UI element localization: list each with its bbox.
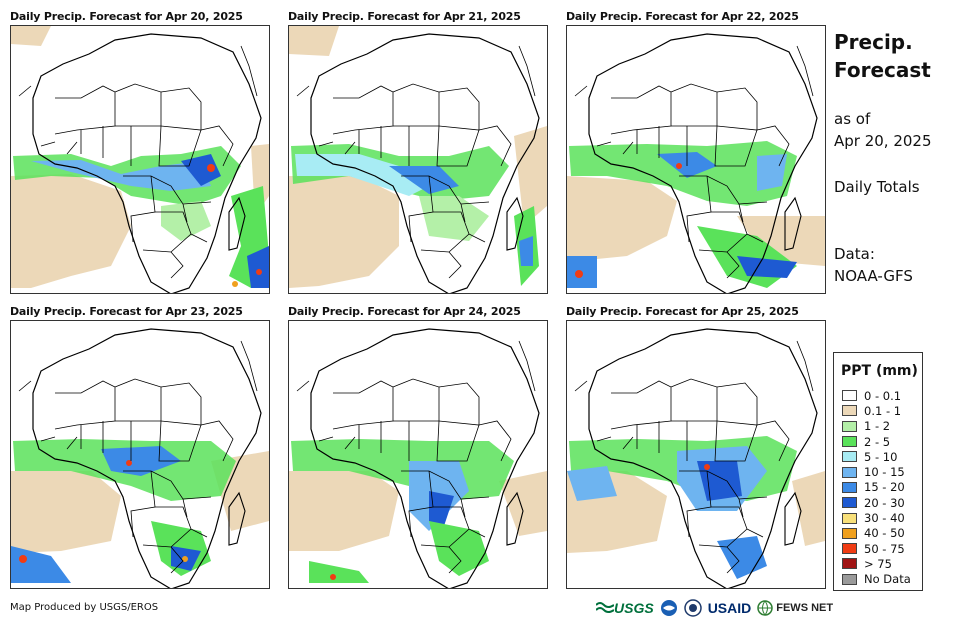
as-of-block: as of Apr 20, 2025 bbox=[834, 108, 932, 152]
legend-label: 30 - 40 bbox=[864, 511, 905, 526]
legend-label: 50 - 75 bbox=[864, 541, 905, 556]
state-seal-logo bbox=[683, 599, 702, 617]
map-credit: Map Produced by USGS/EROS bbox=[10, 602, 159, 613]
data-source-block: Data: NOAA-GFS bbox=[834, 243, 913, 287]
usaid-logo: USAID bbox=[708, 600, 752, 616]
panel-title: Daily Precip. Forecast for Apr 21, 2025 bbox=[288, 10, 521, 23]
legend-swatch bbox=[842, 390, 857, 402]
legend-row: 0.1 - 1 bbox=[842, 403, 911, 418]
as-of-label: as of bbox=[834, 110, 871, 128]
fews-net-text: FEWS NET bbox=[776, 602, 834, 614]
panel-title: Daily Precip. Forecast for Apr 22, 2025 bbox=[566, 10, 799, 23]
legend-row: 20 - 30 bbox=[842, 495, 911, 510]
data-label: Data: bbox=[834, 245, 875, 263]
legend-row: 1 - 2 bbox=[842, 419, 911, 434]
noaa-seal-icon bbox=[660, 600, 677, 616]
legend-row: 2 - 5 bbox=[842, 434, 911, 449]
seal-icon bbox=[683, 599, 702, 617]
panel-title: Daily Precip. Forecast for Apr 23, 2025 bbox=[10, 305, 243, 318]
legend-label: 15 - 20 bbox=[864, 480, 905, 495]
legend-label: 20 - 30 bbox=[864, 495, 905, 510]
panel-title: Daily Precip. Forecast for Apr 25, 2025 bbox=[566, 305, 799, 318]
legend-swatch bbox=[842, 405, 857, 417]
legend-row: 10 - 15 bbox=[842, 464, 911, 479]
legend-swatch bbox=[842, 527, 857, 539]
legend-swatch bbox=[842, 573, 857, 585]
title-line-2: Forecast bbox=[834, 58, 931, 82]
usgs-text: USGS bbox=[614, 600, 654, 616]
legend-swatch bbox=[842, 451, 857, 463]
precip-map bbox=[288, 25, 548, 294]
legend-label: No Data bbox=[864, 572, 911, 587]
legend-title: PPT (mm) bbox=[841, 363, 918, 379]
panel-title: Daily Precip. Forecast for Apr 20, 2025 bbox=[10, 10, 243, 23]
daily-totals-label: Daily Totals bbox=[834, 178, 920, 196]
as-of-date: Apr 20, 2025 bbox=[834, 132, 932, 150]
usgs-wave-icon bbox=[596, 602, 614, 613]
legend-label: > 75 bbox=[864, 556, 892, 571]
legend-row: > 75 bbox=[842, 556, 911, 571]
globe-icon bbox=[757, 600, 773, 616]
legend-label: 0 - 0.1 bbox=[864, 388, 902, 403]
legend-swatch bbox=[842, 497, 857, 509]
legend-swatch bbox=[842, 543, 857, 555]
legend-swatch bbox=[842, 512, 857, 524]
legend-swatch bbox=[842, 558, 857, 570]
precip-map bbox=[10, 320, 270, 589]
legend-label: 40 - 50 bbox=[864, 526, 905, 541]
legend-label: 10 - 15 bbox=[864, 465, 905, 480]
agency-logos: USGS USAID FEWS NET bbox=[596, 597, 839, 619]
precip-map bbox=[288, 320, 548, 589]
forecast-title: Precip. Forecast bbox=[834, 28, 931, 84]
legend-row: 0 - 0.1 bbox=[842, 388, 911, 403]
legend-swatch bbox=[842, 420, 857, 432]
data-source: NOAA-GFS bbox=[834, 267, 913, 285]
legend-row: 15 - 20 bbox=[842, 480, 911, 495]
legend-row: 50 - 75 bbox=[842, 541, 911, 556]
legend-label: 5 - 10 bbox=[864, 449, 898, 464]
precip-map bbox=[566, 25, 826, 294]
legend-row: No Data bbox=[842, 572, 911, 587]
usaid-text: USAID bbox=[707, 600, 752, 616]
noaa-logo bbox=[660, 599, 678, 617]
precip-map bbox=[566, 320, 826, 589]
legend-label: 1 - 2 bbox=[864, 419, 891, 434]
title-line-1: Precip. bbox=[834, 30, 913, 54]
legend-swatch bbox=[842, 481, 857, 493]
usgs-logo: USGS bbox=[596, 600, 654, 616]
legend-row: 5 - 10 bbox=[842, 449, 911, 464]
panel-title: Daily Precip. Forecast for Apr 24, 2025 bbox=[288, 305, 521, 318]
legend-label: 2 - 5 bbox=[864, 434, 891, 449]
legend-swatch bbox=[842, 436, 857, 448]
legend-row: 40 - 50 bbox=[842, 526, 911, 541]
legend-row: 30 - 40 bbox=[842, 510, 911, 525]
fews-net-logo: FEWS NET bbox=[757, 600, 833, 616]
legend-swatch bbox=[842, 466, 857, 478]
legend-label: 0.1 - 1 bbox=[864, 403, 902, 418]
precip-map bbox=[10, 25, 270, 294]
